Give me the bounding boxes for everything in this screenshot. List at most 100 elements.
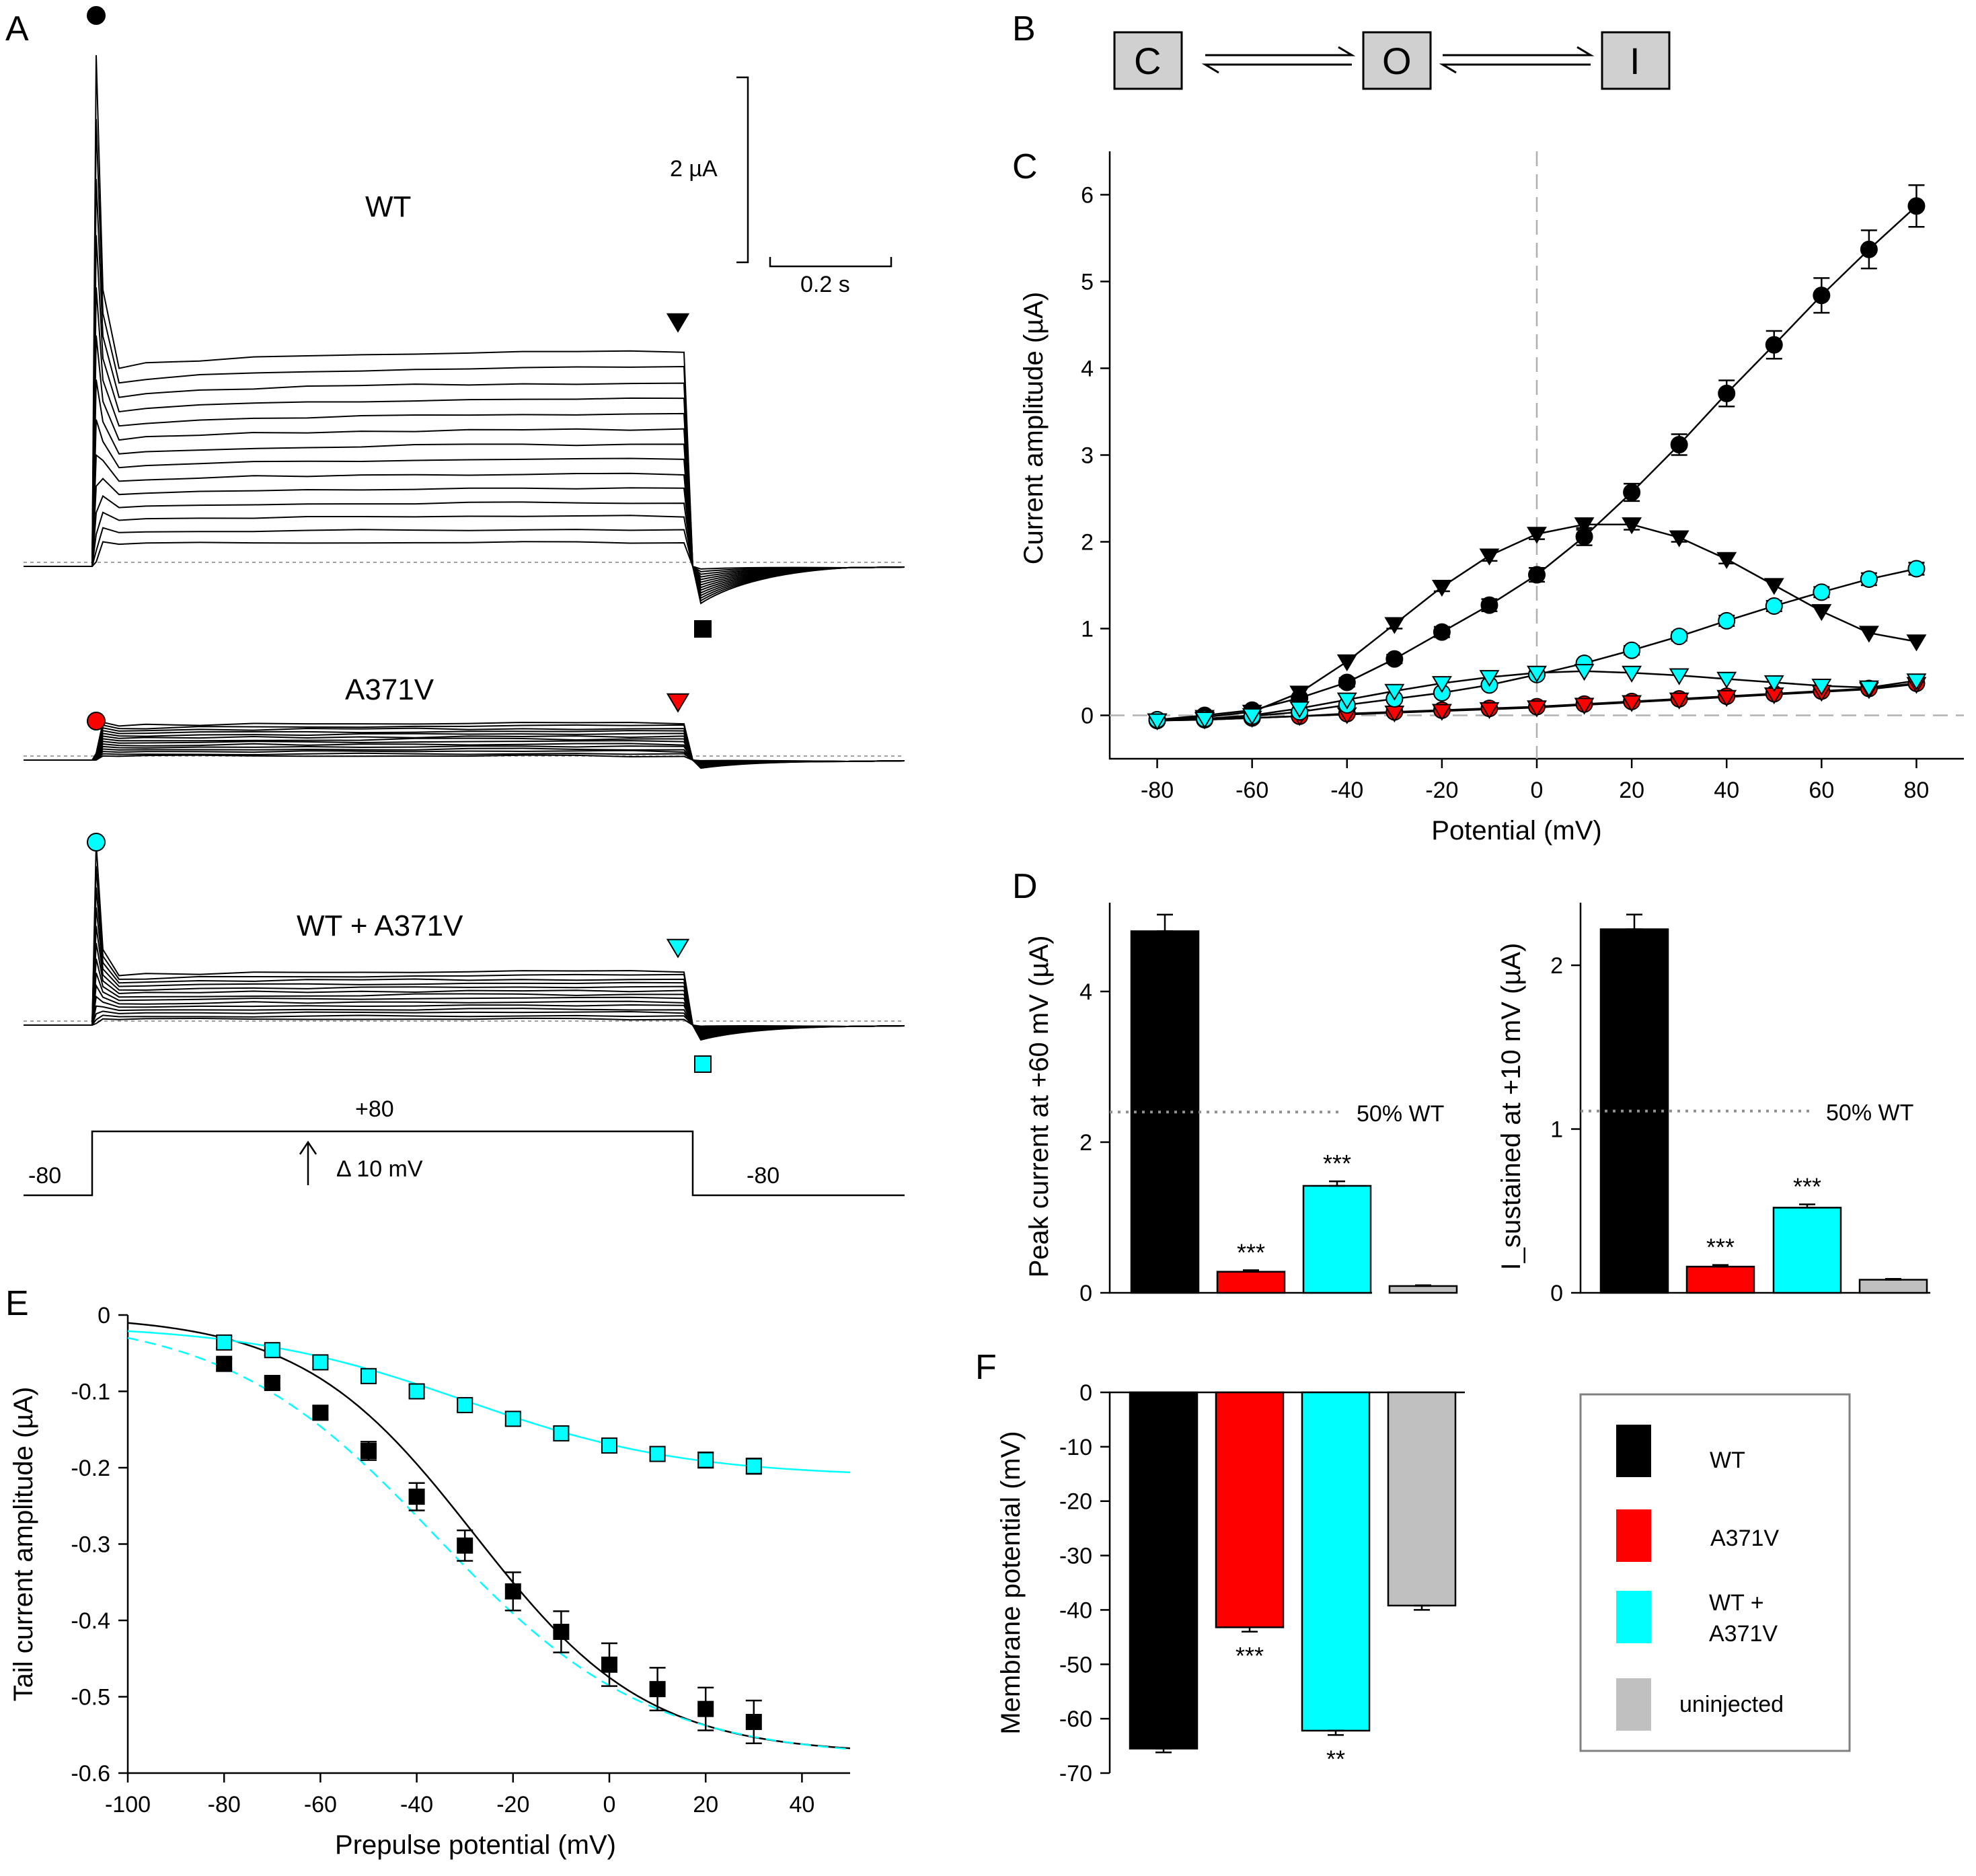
iv-point-wt_a371v (1242, 708, 1262, 726)
iv-point-wt (1622, 517, 1642, 535)
wt-trace (24, 494, 905, 578)
wt-a371v-trace (24, 843, 905, 1041)
tail-point-wt_a371v (745, 1458, 762, 1474)
tail-x-tick-label: 0 (603, 1792, 616, 1817)
tail-y-tick-label: -0.1 (71, 1380, 110, 1405)
vm-y-tick-label: -10 (1059, 1435, 1092, 1460)
tail-x-tick-label: -40 (400, 1792, 433, 1817)
panel-d-right-chart: 0 1 2 *** *** 50% WT I_sustained at +10 mV (µA… (1496, 903, 1930, 1306)
iv-point-a371v (1527, 700, 1547, 718)
iv-x-axis-title: Potential (mV) (1431, 816, 1601, 846)
state-scheme (1113, 31, 1671, 90)
iv-point-wt_a371v (1670, 628, 1688, 646)
protocol-top-label: +80 (355, 1096, 394, 1122)
vm-bar-wt (1129, 1391, 1199, 1750)
legend-swatch-wt-a371v (1616, 1591, 1651, 1643)
protocol-hold-right: -80 (747, 1163, 780, 1189)
tail-y-tick-label: -0.5 (71, 1685, 110, 1711)
iv-point-wt_a371v (1194, 712, 1215, 729)
iv-point-wt (1906, 634, 1927, 652)
iv-point-wt_a371v (1622, 665, 1642, 683)
iv-point-wt (1763, 578, 1784, 595)
vm-error-bar (1242, 1626, 1258, 1633)
tail-x-tick-label: 40 (789, 1792, 814, 1817)
peak-bar-wt (1130, 930, 1200, 1294)
vm-y-tick-label: -70 (1059, 1761, 1092, 1787)
iv-point-wt_a371v (1623, 641, 1641, 659)
tail-point-wt (601, 1656, 617, 1673)
tail-point-wt (216, 1355, 233, 1372)
tail-point-wt (312, 1404, 329, 1421)
iv-axes (1108, 151, 1964, 760)
iv-point-a371v (1669, 692, 1689, 710)
vm-y-tick-label: -60 (1059, 1706, 1092, 1732)
tail-axes (126, 1315, 850, 1774)
sustained-y-tick-label: 2 (1550, 953, 1563, 979)
peak-y-tick-label: 0 (1079, 1281, 1092, 1306)
vm-bar-wt_a371v (1301, 1391, 1371, 1732)
a371v-sustained-marker (666, 693, 690, 713)
tail-point-wt_a371v (408, 1383, 425, 1400)
iv-x-tick-label: 0 (1531, 778, 1544, 803)
protocol-step-label: Δ 10 mV (336, 1156, 423, 1182)
vm-y-tick-label: -50 (1059, 1652, 1092, 1678)
legend: WT A371V WT + A371V uninjected (1579, 1393, 1851, 1752)
sustained-error-bar (1712, 1264, 1728, 1268)
iv-point-wt (1289, 685, 1310, 703)
wt-a371v-trace (24, 1017, 905, 1028)
sustained-bar-uninjected (1858, 1279, 1928, 1294)
voltage-protocol (24, 1130, 905, 1197)
iv-point-wt_a371v (1860, 570, 1878, 588)
panel-letter-b: B (1012, 9, 1036, 48)
peak-error-bar (1415, 1284, 1431, 1287)
tail-x-tick-label: -60 (304, 1792, 337, 1817)
wt-trace (24, 541, 905, 570)
state-label-o: O (1382, 40, 1412, 82)
sustained-y-tick-label: 0 (1550, 1281, 1563, 1306)
tail-point-wt_a371v (216, 1334, 233, 1351)
iv-point-wt (1716, 552, 1737, 569)
tail-point-wt (360, 1443, 377, 1460)
iv-point-a371v (1574, 698, 1595, 715)
transition-arrows (1201, 46, 1595, 74)
sustained-bar-wt_a371v (1772, 1207, 1842, 1294)
peak-y-axis-title: Peak current at +60 mV (µA) (1024, 936, 1054, 1278)
iv-point-wt_a371v (1336, 692, 1357, 710)
sustained-significance: *** (1793, 1173, 1821, 1201)
a371v-peak-marker (87, 712, 106, 730)
panel-a-traces (24, 6, 905, 1073)
iv-y-tick-label: 6 (1081, 183, 1094, 209)
sustained-bar-a371v (1685, 1265, 1755, 1294)
legend-swatch-wt (1616, 1425, 1651, 1477)
state-box-i (1601, 31, 1671, 90)
iv-y-tick-label: 1 (1081, 617, 1094, 642)
scale-time-label: 0.2 s (800, 272, 850, 297)
iv-point-wt (1384, 617, 1405, 634)
iv-point-wt (1336, 654, 1357, 672)
vm-significance: ** (1326, 1745, 1345, 1772)
tail-point-wt_a371v (553, 1425, 570, 1441)
vm-error-bar (1155, 1748, 1172, 1754)
iv-point-wt_a371v (1718, 611, 1736, 630)
legend-label-wt-a371v-1: WT + (1709, 1590, 1764, 1616)
iv-point-wt (1670, 436, 1688, 454)
iv-point-wt_a371v (1574, 664, 1595, 681)
tail-fit-wt-a371v (127, 1330, 851, 1474)
wt-a371v-trace (24, 959, 905, 1035)
iv-point-wt (1811, 604, 1832, 622)
iv-y-tick-label: 5 (1081, 270, 1094, 295)
legend-label-uninjected: uninjected (1679, 1692, 1784, 1717)
wt-tail-marker (694, 620, 712, 638)
wt-trace (24, 379, 905, 589)
panel-c-iv-chart: -80 -60 -40 -20 0 20 40 60 80 0 1 2 3 4 5 6 Potential (m… (1019, 151, 1964, 846)
tail-point-wt (408, 1489, 425, 1505)
peak-y-tick-label: 2 (1079, 1130, 1092, 1156)
tail-point-wt (745, 1713, 762, 1730)
trace-label-wt: WT (365, 190, 411, 223)
iv-point-wt_a371v (1858, 680, 1879, 698)
iv-point-wt_a371v (1289, 701, 1310, 718)
sustained-y-axis-title: I_sustained at +10 mV (µA) (1496, 943, 1526, 1271)
vm-y-tick-label: 0 (1079, 1380, 1092, 1406)
tail-point-wt_a371v (264, 1342, 280, 1359)
